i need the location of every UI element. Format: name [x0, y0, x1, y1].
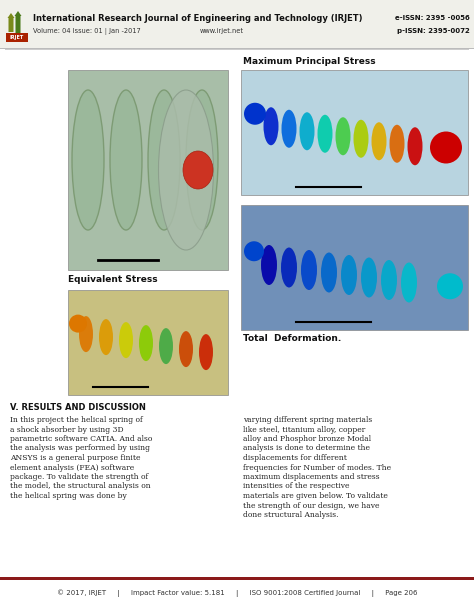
- Text: displacements for different: displacements for different: [243, 454, 347, 462]
- Bar: [241, 70, 468, 195]
- Ellipse shape: [179, 331, 193, 367]
- Text: frequencies for Number of modes. The: frequencies for Number of modes. The: [243, 463, 391, 471]
- Ellipse shape: [99, 319, 113, 355]
- Bar: [6, 33, 28, 42]
- FancyArrow shape: [15, 11, 21, 34]
- Ellipse shape: [301, 250, 317, 290]
- Ellipse shape: [158, 90, 213, 250]
- Ellipse shape: [282, 110, 297, 148]
- Ellipse shape: [354, 120, 368, 158]
- FancyArrow shape: [8, 13, 15, 32]
- Text: like steel, titanium alloy, copper: like steel, titanium alloy, copper: [243, 425, 365, 433]
- Ellipse shape: [261, 245, 277, 285]
- Ellipse shape: [119, 322, 133, 358]
- Text: parametric software CATIA. And also: parametric software CATIA. And also: [10, 435, 152, 443]
- Ellipse shape: [159, 328, 173, 364]
- Text: Equivalent Stress: Equivalent Stress: [68, 275, 158, 284]
- Ellipse shape: [321, 253, 337, 292]
- Text: element analysis (FEA) software: element analysis (FEA) software: [10, 463, 134, 471]
- Bar: [5, 49, 469, 50]
- Ellipse shape: [341, 255, 357, 295]
- Ellipse shape: [300, 112, 315, 150]
- Ellipse shape: [390, 125, 404, 162]
- Text: ANSYS is a general purpose finite: ANSYS is a general purpose finite: [10, 454, 140, 462]
- Bar: [68, 70, 228, 270]
- Ellipse shape: [361, 257, 377, 297]
- Circle shape: [437, 273, 463, 299]
- Ellipse shape: [72, 90, 104, 230]
- Text: the model, the structural analysis on: the model, the structural analysis on: [10, 482, 151, 490]
- Ellipse shape: [199, 334, 213, 370]
- Ellipse shape: [372, 122, 386, 160]
- Text: p-ISSN: 2395-0072: p-ISSN: 2395-0072: [397, 28, 470, 34]
- Text: the analysis was performed by using: the analysis was performed by using: [10, 444, 150, 452]
- Text: package. To validate the strength of: package. To validate the strength of: [10, 473, 148, 481]
- Text: © 2017, IRJET     |     Impact Factor value: 5.181     |     ISO 9001:2008 Certi: © 2017, IRJET | Impact Factor value: 5.1…: [57, 589, 417, 596]
- Text: International Research Journal of Engineering and Technology (IRJET): International Research Journal of Engine…: [33, 13, 363, 23]
- Text: alloy and Phosphor bronze Modal: alloy and Phosphor bronze Modal: [243, 435, 371, 443]
- Circle shape: [244, 103, 266, 125]
- Text: Total  Deformation.: Total Deformation.: [243, 334, 341, 343]
- Ellipse shape: [264, 107, 279, 145]
- Bar: [241, 205, 468, 330]
- Ellipse shape: [408, 128, 422, 166]
- Ellipse shape: [139, 325, 153, 361]
- Ellipse shape: [336, 117, 350, 155]
- Ellipse shape: [110, 90, 142, 230]
- Ellipse shape: [79, 316, 93, 352]
- Text: e-ISSN: 2395 -0056: e-ISSN: 2395 -0056: [395, 15, 470, 21]
- Circle shape: [244, 242, 264, 261]
- Text: materials are given below. To validate: materials are given below. To validate: [243, 492, 388, 500]
- Text: a shock absorber by using 3D: a shock absorber by using 3D: [10, 425, 124, 433]
- Text: analysis is done to determine the: analysis is done to determine the: [243, 444, 370, 452]
- Text: In this project the helical spring of: In this project the helical spring of: [10, 416, 143, 424]
- Ellipse shape: [381, 260, 397, 300]
- Text: intensities of the respective: intensities of the respective: [243, 482, 349, 490]
- Text: done structural Analysis.: done structural Analysis.: [243, 511, 338, 519]
- Ellipse shape: [401, 262, 417, 302]
- Text: varying different spring materials: varying different spring materials: [243, 416, 372, 424]
- Text: the helical spring was done by: the helical spring was done by: [10, 492, 127, 500]
- Ellipse shape: [281, 248, 297, 287]
- Bar: [0, 0, 474, 48]
- Text: IRJET: IRJET: [10, 35, 24, 40]
- Ellipse shape: [186, 90, 218, 230]
- Ellipse shape: [183, 151, 213, 189]
- Ellipse shape: [318, 115, 332, 153]
- Text: the strength of our design, we have: the strength of our design, we have: [243, 501, 380, 509]
- Text: Maximum Principal Stress: Maximum Principal Stress: [243, 57, 375, 66]
- Bar: [0, 576, 474, 580]
- Circle shape: [430, 132, 462, 164]
- Text: www.irjet.net: www.irjet.net: [200, 28, 244, 34]
- Bar: [0, 48, 474, 49]
- Ellipse shape: [148, 90, 180, 230]
- Text: V. RESULTS AND DISCUSSION: V. RESULTS AND DISCUSSION: [10, 403, 146, 412]
- Text: maximum displacements and stress: maximum displacements and stress: [243, 473, 380, 481]
- Circle shape: [69, 314, 87, 333]
- Bar: [68, 290, 228, 395]
- Text: Volume: 04 Issue: 01 | Jan -2017: Volume: 04 Issue: 01 | Jan -2017: [33, 28, 141, 34]
